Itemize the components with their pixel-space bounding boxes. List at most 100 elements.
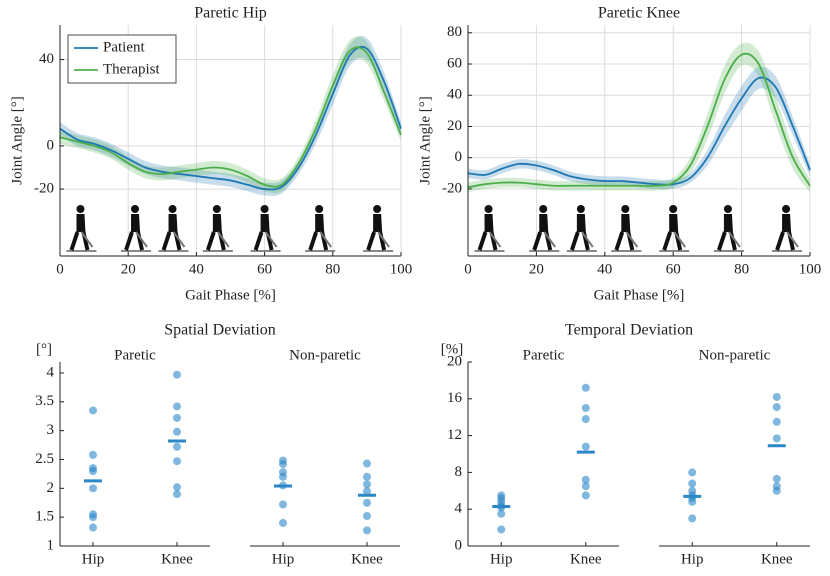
x-tick-label: Hip: [272, 551, 295, 567]
legend-box: [67, 34, 177, 84]
y-tick-label: 20: [447, 118, 462, 134]
silhouette-leg-outline: [625, 231, 639, 248]
y-tick-label: 3: [47, 422, 55, 438]
group-title: Paretic: [523, 347, 565, 363]
silhouette-leg: [717, 231, 737, 251]
data-point: [173, 483, 181, 492]
error-band: [468, 66, 810, 190]
data-point: [279, 472, 287, 481]
x-tick-label: 80: [734, 261, 749, 277]
y-tick-label: 2.5: [35, 451, 54, 467]
x-tick-label: 100: [799, 261, 822, 277]
data-point: [363, 472, 371, 481]
data-point: [497, 525, 506, 534]
silhouette-head: [373, 205, 382, 213]
x-tick-label: 80: [325, 261, 340, 277]
silhouette-leg-outline: [135, 231, 148, 248]
x-tick-label: Hip: [490, 551, 513, 567]
group-title: Non-paretic: [699, 347, 771, 363]
data-point: [89, 467, 97, 476]
y-tick-label: 4: [455, 501, 463, 517]
data-point: [173, 490, 181, 499]
x-axis-label: Gait Phase [%]: [185, 287, 276, 303]
x-tick-label: 20: [121, 261, 136, 277]
silhouette-body: [212, 214, 222, 232]
silhouette-leg-outline: [319, 231, 332, 248]
y-tick-label: 0: [455, 537, 463, 553]
data-point: [173, 427, 181, 436]
data-point: [772, 392, 781, 401]
chart-title: Paretic Hip: [194, 5, 266, 22]
silhouette-body: [315, 214, 325, 232]
data-point: [581, 383, 590, 392]
silhouette-head: [315, 205, 324, 213]
silhouette-head: [484, 205, 493, 213]
x-tick-label: Knee: [351, 551, 383, 567]
silhouette-head: [212, 205, 221, 213]
data-point: [688, 514, 697, 523]
silhouette-leg-outline: [80, 231, 94, 248]
data-point: [688, 479, 697, 488]
silhouette-head: [782, 205, 791, 213]
y-tick-label: 0: [455, 149, 463, 165]
y-tick-label: 1.5: [35, 509, 54, 525]
y-tick-label: 60: [447, 55, 462, 71]
data-point: [173, 457, 181, 466]
data-point: [173, 442, 181, 451]
data-point: [363, 480, 371, 489]
chart-title: Spatial Deviation: [164, 322, 276, 339]
data-point: [363, 459, 371, 468]
silhouette-leg-outline: [172, 231, 186, 248]
data-point: [581, 442, 590, 451]
y-tick-label: 80: [447, 24, 462, 40]
silhouette-body: [669, 214, 679, 232]
gait-silhouettes: [474, 205, 803, 252]
data-point: [581, 475, 590, 484]
data-point: [497, 509, 506, 518]
y-tick-label: -20: [442, 180, 462, 196]
silhouette-head: [260, 205, 269, 213]
silhouette-leg-outline: [488, 231, 502, 248]
x-tick-label: 40: [189, 261, 204, 277]
silhouette-body: [576, 214, 586, 232]
data-point: [279, 500, 287, 509]
silhouette-leg: [253, 231, 274, 251]
silhouette-body: [131, 214, 141, 232]
x-tick-label: Hip: [82, 551, 105, 567]
x-tick-label: 60: [257, 261, 272, 277]
y-tick-label: -20: [34, 181, 54, 197]
data-point: [279, 460, 287, 469]
chart-title: Paretic Knee: [598, 5, 680, 22]
x-tick-label: Knee: [161, 551, 193, 567]
silhouette-leg: [161, 231, 182, 251]
silhouette-leg: [205, 231, 226, 251]
silhouette-head: [723, 205, 732, 213]
x-tick-label: Hip: [681, 551, 704, 567]
legend-label: Therapist: [103, 61, 160, 77]
silhouette-head: [669, 205, 678, 213]
silhouette-head: [131, 205, 140, 213]
silhouette-head: [168, 205, 177, 213]
x-tick-label: 40: [597, 261, 612, 277]
y-tick-label: 2: [47, 480, 55, 496]
x-tick-label: 60: [666, 261, 681, 277]
data-point: [173, 370, 181, 379]
silhouette-body: [539, 214, 549, 232]
data-point: [581, 491, 590, 500]
y-tick-label: 1: [47, 537, 55, 553]
silhouette-head: [539, 205, 548, 213]
data-point: [173, 402, 181, 411]
silhouette-body: [723, 214, 733, 232]
y-tick-label: 12: [447, 427, 462, 443]
x-tick-label: 100: [390, 261, 413, 277]
data-point: [89, 450, 97, 459]
data-point: [363, 487, 371, 496]
silhouette-head: [76, 205, 85, 213]
data-point: [363, 512, 371, 521]
silhouette-body: [782, 214, 792, 232]
silhouette-leg-outline: [264, 231, 278, 248]
data-point: [363, 498, 371, 507]
y-axis-label: Joint Angle [°]: [417, 96, 433, 185]
